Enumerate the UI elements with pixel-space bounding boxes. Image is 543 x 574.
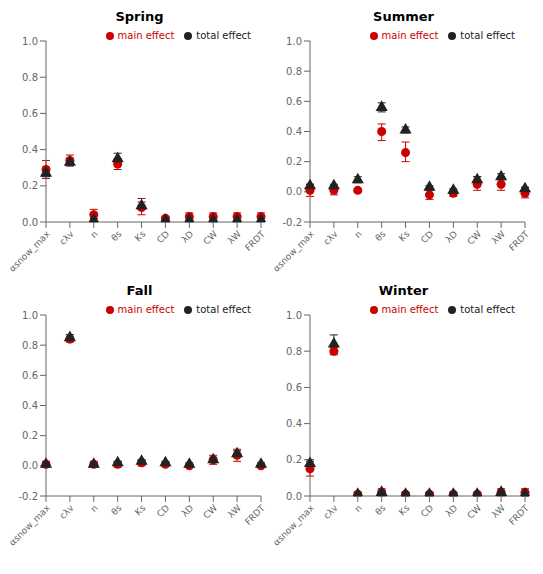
svg-text:-0.2: -0.2	[18, 491, 38, 502]
svg-text:0.6: 0.6	[22, 370, 38, 381]
svg-text:0.8: 0.8	[286, 66, 302, 77]
html-text:Summer: Summer	[373, 9, 434, 24]
html-text:total effect: total effect	[460, 30, 515, 41]
svg-text:FRDT: FRDT	[507, 503, 531, 527]
svg-text:cλv: cλv	[322, 228, 341, 247]
html-text:main effect: main effect	[117, 304, 175, 315]
svg-text:0.6: 0.6	[22, 108, 38, 119]
svg-text:1.0: 1.0	[22, 310, 38, 321]
html-text:total effect: total effect	[196, 304, 251, 315]
svg-text:0.6: 0.6	[286, 382, 302, 393]
svg-text:θs: θs	[373, 229, 388, 244]
svg-text:CW: CW	[465, 229, 483, 247]
svg-text:FRDT: FRDT	[243, 229, 267, 253]
svg-text:0.2: 0.2	[286, 156, 302, 167]
svg-text:CD: CD	[155, 503, 171, 519]
svg-text:CD: CD	[419, 503, 435, 519]
svg-text:λW: λW	[226, 229, 243, 246]
svg-text:αsnow_max: αsnow_max	[8, 502, 52, 547]
svg-text:0.8: 0.8	[22, 72, 38, 83]
svg-text:λD: λD	[444, 229, 460, 245]
svg-text:0.2: 0.2	[22, 180, 38, 191]
svg-text:Ks: Ks	[133, 229, 148, 244]
svg-text:cλv: cλv	[58, 502, 77, 521]
svg-text:λD: λD	[180, 229, 196, 245]
svg-text:cλv: cλv	[322, 502, 341, 521]
svg-text:0.0: 0.0	[22, 217, 38, 228]
svg-text:0.2: 0.2	[286, 454, 302, 465]
html-text:Winter: Winter	[378, 283, 429, 298]
svg-text:λW: λW	[226, 503, 243, 520]
svg-text:1.0: 1.0	[286, 36, 302, 47]
svg-text:CD: CD	[155, 229, 171, 245]
html-text:Fall: Fall	[126, 283, 153, 298]
svg-text:λD: λD	[180, 503, 196, 519]
svg-text:n: n	[353, 503, 364, 514]
svg-text:0.8: 0.8	[22, 340, 38, 351]
svg-text:λD: λD	[444, 503, 460, 519]
svg-text:θs: θs	[109, 503, 124, 518]
svg-text:0.4: 0.4	[286, 126, 302, 137]
svg-text:αsnow_max: αsnow_max	[272, 228, 316, 273]
html-text:total effect: total effect	[196, 30, 251, 41]
svg-text:λW: λW	[490, 503, 507, 520]
svg-text:Ks: Ks	[397, 503, 412, 518]
svg-text:αsnow_max: αsnow_max	[8, 228, 52, 273]
svg-text:n: n	[89, 503, 100, 514]
svg-text:0.4: 0.4	[22, 144, 38, 155]
svg-text:0.4: 0.4	[286, 418, 302, 429]
html-text:main effect: main effect	[117, 30, 175, 41]
svg-text:0.4: 0.4	[22, 400, 38, 411]
svg-text:n: n	[353, 229, 364, 240]
svg-text:0.0: 0.0	[22, 460, 38, 471]
html-text:total effect: total effect	[460, 304, 515, 315]
svg-text:Ks: Ks	[133, 503, 148, 518]
svg-text:n: n	[89, 229, 100, 240]
svg-text:CW: CW	[201, 503, 219, 521]
svg-text:αsnow_max: αsnow_max	[272, 502, 316, 547]
svg-text:CD: CD	[419, 229, 435, 245]
svg-text:0.0: 0.0	[286, 186, 302, 197]
svg-text:1.0: 1.0	[286, 310, 302, 321]
html-text:main effect: main effect	[381, 30, 439, 41]
svg-text:0.2: 0.2	[22, 430, 38, 441]
svg-text:CW: CW	[465, 503, 483, 521]
svg-text:0.6: 0.6	[286, 96, 302, 107]
svg-text:FRDT: FRDT	[507, 229, 531, 253]
svg-text:cλv: cλv	[58, 228, 77, 247]
svg-text:CW: CW	[201, 229, 219, 247]
svg-text:FRDT: FRDT	[243, 503, 267, 527]
svg-text:Ks: Ks	[397, 229, 412, 244]
svg-text:0.0: 0.0	[286, 491, 302, 502]
svg-text:λW: λW	[490, 229, 507, 246]
svg-text:θs: θs	[109, 229, 124, 244]
html-text:Spring: Spring	[115, 9, 164, 24]
svg-text:1.0: 1.0	[22, 36, 38, 47]
svg-text:0.8: 0.8	[286, 346, 302, 357]
svg-text:θs: θs	[373, 503, 388, 518]
html-text:main effect: main effect	[381, 304, 439, 315]
svg-text:-0.2: -0.2	[282, 217, 302, 228]
